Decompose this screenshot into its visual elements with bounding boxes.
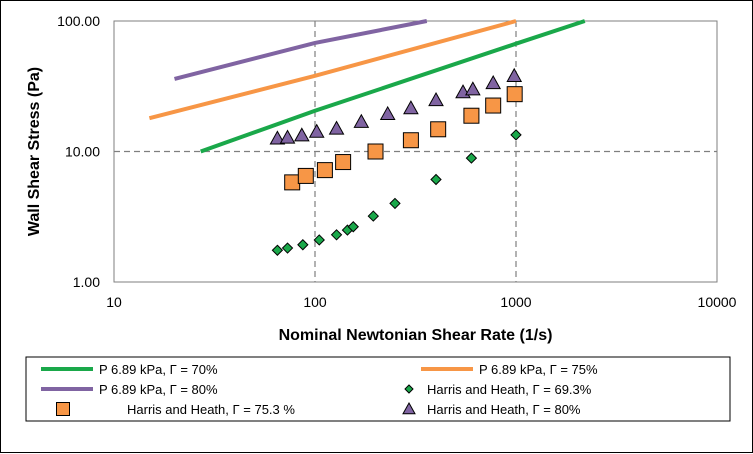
legend-entry-2: P 6.89 kPa, Γ = 80% xyxy=(41,382,218,397)
square-marker xyxy=(506,86,523,103)
series-points-4 xyxy=(284,86,523,191)
square-marker xyxy=(56,402,70,416)
triangle-marker xyxy=(403,100,419,115)
series-points-3 xyxy=(271,129,522,256)
diamond-marker xyxy=(510,129,522,141)
diamond-marker xyxy=(404,384,414,394)
legend-entry-1: P 6.89 kPa, Γ = 75% xyxy=(421,362,598,377)
square-marker xyxy=(430,121,447,138)
series-lines xyxy=(148,19,586,154)
diamond-marker xyxy=(465,152,478,164)
diamond-marker xyxy=(330,229,343,241)
square-marker xyxy=(335,154,352,171)
y-tick-label: 10.00 xyxy=(65,144,100,160)
legend-label: P 6.89 kPa, Γ = 75% xyxy=(479,362,598,377)
x-tick-label: 10000 xyxy=(698,294,737,310)
legend-label: Harris and Heath, Γ = 80% xyxy=(427,402,581,417)
triangle-marker xyxy=(269,130,286,145)
triangle-marker xyxy=(279,129,296,144)
triangle-marker xyxy=(402,401,416,415)
square-marker xyxy=(316,162,333,179)
x-axis-ticks: 10 100 1000 10000 xyxy=(106,294,736,310)
legend-label: P 6.89 kPa, Γ = 70% xyxy=(99,362,218,377)
x-tick-label: 10 xyxy=(106,294,122,310)
square-marker xyxy=(402,132,419,149)
diamond-marker xyxy=(389,197,401,210)
grid xyxy=(113,20,718,283)
diamond-marker xyxy=(281,242,294,254)
square-marker xyxy=(367,143,384,160)
triangle-marker xyxy=(353,113,370,128)
triangle-marker xyxy=(379,105,396,121)
triangle-marker xyxy=(465,81,481,96)
legend-entry-3: Harris and Heath, Γ = 69.3% xyxy=(404,382,592,397)
series-line-0 xyxy=(200,19,586,154)
square-marker xyxy=(463,107,480,124)
triangle-marker xyxy=(506,67,523,82)
triangle-marker xyxy=(428,91,444,107)
series-line-2 xyxy=(174,19,428,81)
diamond-marker xyxy=(297,239,309,251)
square-marker xyxy=(297,167,314,184)
y-tick-label: 100.00 xyxy=(57,13,100,29)
legend-label: P 6.89 kPa, Γ = 80% xyxy=(99,382,218,397)
y-tick-label: 1.00 xyxy=(73,274,100,290)
triangle-marker xyxy=(308,123,325,138)
legend-entry-0: P 6.89 kPa, Γ = 70% xyxy=(41,362,218,377)
diamond-marker xyxy=(347,221,359,233)
x-tick-label: 1000 xyxy=(500,294,531,310)
legend-entry-5: Harris and Heath, Γ = 80% xyxy=(402,401,581,417)
triangle-marker xyxy=(485,74,502,90)
plot-area xyxy=(113,19,718,283)
series-line-1 xyxy=(148,19,517,121)
square-marker xyxy=(485,97,502,114)
legend-entry-4: Harris and Heath, Γ = 75.3 % xyxy=(56,402,295,417)
legend-label: Harris and Heath, Γ = 69.3% xyxy=(427,382,592,397)
y-axis-ticks: 1.00 10.00 100.00 xyxy=(57,13,100,290)
triangle-marker xyxy=(328,120,345,135)
triangle-marker xyxy=(293,127,310,142)
diamond-marker xyxy=(271,244,284,256)
diamond-marker xyxy=(367,210,380,222)
diamond-marker xyxy=(313,234,325,246)
legend-label: Harris and Heath, Γ = 75.3 % xyxy=(127,402,295,417)
x-axis-title: Nominal Newtonian Shear Rate (1/s) xyxy=(279,327,553,344)
x-tick-label: 100 xyxy=(303,294,327,310)
legend-box xyxy=(25,356,731,422)
y-axis-title: Wall Shear Stress (Pa) xyxy=(26,67,43,236)
plot-border xyxy=(113,20,718,283)
series-points-5 xyxy=(269,67,523,145)
series-markers xyxy=(269,67,523,256)
square-marker xyxy=(284,174,301,191)
diamond-marker xyxy=(430,173,442,186)
legend: P 6.89 kPa, Γ = 70% P 6.89 kPa, Γ = 75% P … xyxy=(25,356,731,422)
